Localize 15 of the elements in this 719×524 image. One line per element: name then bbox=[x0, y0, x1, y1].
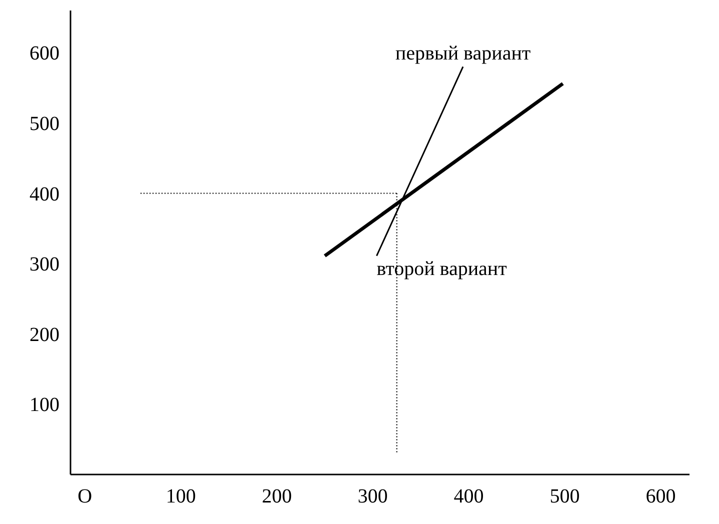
x-tick-label: 300 bbox=[358, 486, 388, 508]
x-tick-label: 400 bbox=[454, 486, 484, 508]
y-tick-label: 500 bbox=[30, 112, 60, 135]
y-tick-label: 300 bbox=[30, 254, 60, 276]
annotation: первый вариант bbox=[395, 42, 531, 65]
x-tick-label: O bbox=[78, 486, 92, 508]
annotation: второй вариант bbox=[376, 258, 508, 280]
y-tick-label: 100 bbox=[30, 394, 60, 416]
y-tick-label: 400 bbox=[30, 183, 60, 206]
y-tick-label: 200 bbox=[30, 324, 60, 346]
x-tick-label: 500 bbox=[550, 486, 580, 508]
x-tick-label: 200 bbox=[262, 486, 292, 508]
x-tick-label: 600 bbox=[646, 486, 676, 508]
y-tick-label: 600 bbox=[30, 42, 60, 65]
x-tick-label: 100 bbox=[166, 486, 196, 508]
